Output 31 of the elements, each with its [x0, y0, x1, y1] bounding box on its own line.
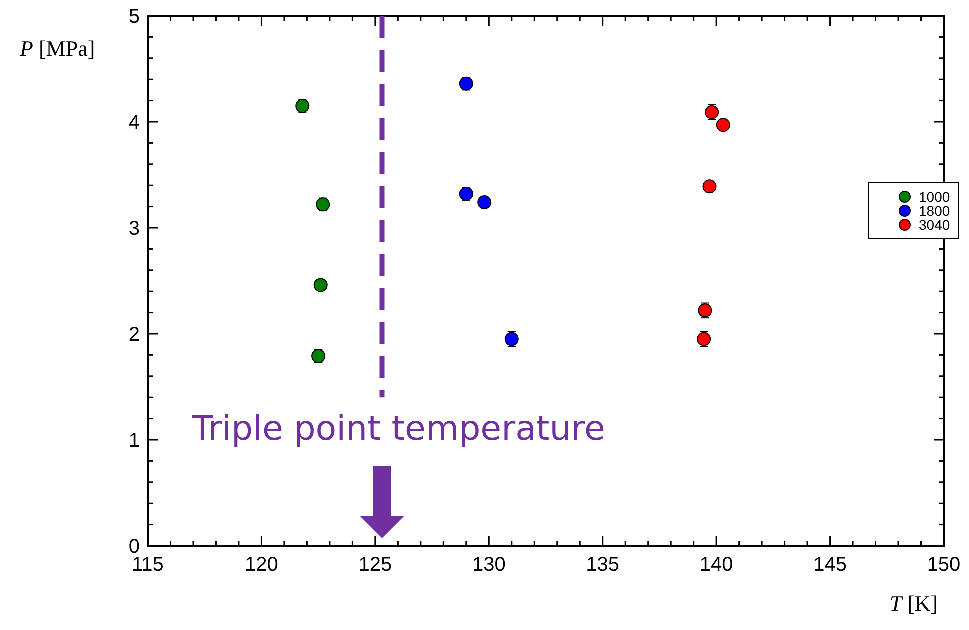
x-tick-label: 150 — [927, 554, 961, 576]
y-axis-title: P [MPa] — [19, 36, 96, 61]
legend-label: 1000 — [919, 189, 950, 205]
point — [716, 118, 730, 132]
point — [296, 99, 310, 114]
y-tick-label: 5 — [128, 6, 140, 28]
x-tick-label: 130 — [472, 554, 506, 576]
x-axis-title: T [K] — [890, 591, 938, 616]
point — [702, 180, 717, 194]
point — [698, 304, 712, 318]
legend-label: 1800 — [919, 203, 950, 219]
point — [314, 278, 328, 292]
point — [478, 196, 492, 210]
point — [459, 76, 474, 91]
y-tick-label: 4 — [128, 112, 140, 134]
x-tick-label: 120 — [245, 554, 278, 576]
x-tick-label: 140 — [700, 554, 734, 576]
x-tick-label: 125 — [358, 554, 392, 576]
point — [459, 187, 474, 202]
point — [312, 349, 326, 364]
point — [705, 105, 720, 120]
x-tick-label: 145 — [814, 554, 847, 576]
x-tick-label: 135 — [586, 554, 620, 576]
point — [697, 332, 712, 346]
y-tick-label: 3 — [128, 218, 140, 240]
y-tick-label: 1 — [128, 430, 140, 452]
point — [316, 198, 330, 212]
y-tick-label: 2 — [128, 324, 140, 346]
point — [504, 332, 519, 346]
legend-label: 3040 — [919, 217, 950, 233]
ref-line-label: Triple point temperature — [191, 409, 606, 449]
